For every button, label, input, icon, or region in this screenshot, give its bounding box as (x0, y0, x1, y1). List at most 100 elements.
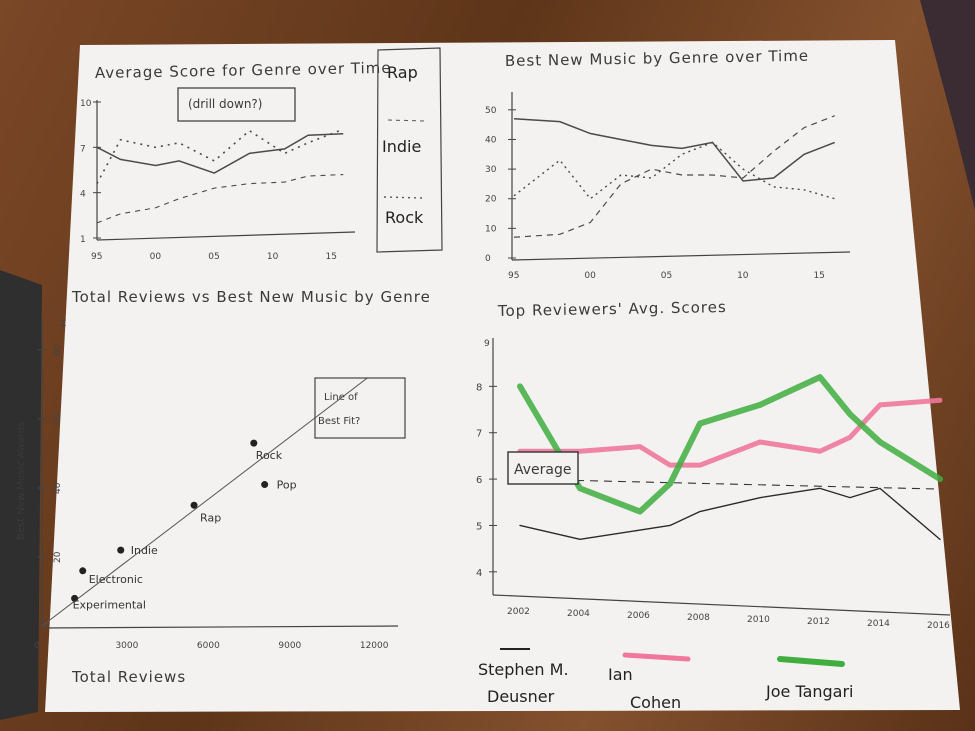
reviewers-average-dash (519, 478, 941, 490)
reviewers-xtick-label: 2012 (807, 617, 830, 627)
scatter-point-label: Rap (200, 511, 221, 524)
scatter-yticks: 20 40 60 80 (38, 344, 63, 563)
avg-score-line-rap[interactable] (96, 132, 344, 174)
avg-score-xtick-label: 05 (208, 252, 219, 262)
bnm-ytick-label: 40 (485, 135, 497, 145)
bnm-xtick-label: 10 (737, 271, 749, 281)
avg-score-chart: Average Score for Genre over Time (drill… (80, 47, 443, 262)
scatter-title: Total Reviews vs Best New Music by Genre (71, 288, 431, 306)
avg-score-ytick-label: 10 (80, 99, 92, 109)
legend-indie-swatch (387, 119, 426, 122)
avg-score-line-indie[interactable] (96, 173, 344, 224)
book-corner (920, 0, 975, 210)
bnm-xtick-label: 15 (813, 271, 824, 281)
reviewers-line-2[interactable] (517, 374, 943, 515)
scatter-ytick-label: 80 (53, 344, 63, 356)
scatter-ylabel: Best New Music Awards (16, 422, 27, 540)
average-label-box (507, 451, 579, 485)
reviewers-xtick-label: 2004 (567, 609, 590, 619)
reviewers-title: Top Reviewers' Avg. Scores (497, 298, 727, 320)
legend-rock[interactable]: Rock (385, 208, 424, 227)
reviewers-ytop: 9 (484, 339, 490, 349)
scatter-point-experimental[interactable] (71, 594, 79, 602)
scatter-ytick-label: 40 (53, 482, 63, 494)
avg-score-xtick-label: 15 (326, 252, 337, 262)
reviewers-line-1[interactable] (517, 397, 943, 468)
legend-cohen-line2[interactable]: Cohen (630, 693, 681, 712)
scatter-point-label: Pop (277, 479, 297, 492)
drill-down-button[interactable] (177, 87, 296, 122)
avg-score-xticks: 95 00 05 10 15 (91, 252, 337, 262)
reviewers-xtick-label: 2016 (927, 621, 950, 631)
bnm-xtick-label: 95 (508, 271, 519, 281)
legend-indie[interactable]: Indie (382, 137, 421, 156)
bnm-ytick-label: 20 (485, 195, 497, 205)
reviewers-xtick-label: 2010 (747, 615, 770, 625)
best-fit-annotation-line2: Best Fit? (318, 416, 360, 427)
legend-deusner-line1[interactable]: Stephen M. (478, 660, 569, 679)
scatter-point-label: Electronic (89, 573, 143, 586)
scatter-x-axis (41, 625, 399, 629)
scatter-point-electronic[interactable] (79, 567, 87, 575)
avg-score-title: Average Score for Genre over Time (95, 59, 392, 82)
average-label: Average (514, 462, 572, 478)
scatter-xtick-label: 12000 (360, 641, 389, 651)
legend-cohen-line1[interactable]: Ian (608, 665, 633, 684)
reviewers-xtick-label: 2014 (867, 619, 890, 629)
scatter-ytop: Z (60, 319, 66, 329)
reviewers-ytick-label: 5 (476, 521, 482, 532)
scatter-point-pop[interactable] (261, 481, 269, 489)
scatter-xtick-label: 9000 (278, 641, 301, 651)
bnm-x-axis (511, 251, 851, 261)
legend-rap[interactable]: Rap (387, 63, 418, 82)
avg-score-ytick-label: 4 (80, 190, 86, 200)
paper-sheet (45, 40, 960, 712)
scatter-point-indie[interactable] (117, 546, 125, 554)
best-fit-annotation-line1: Line of (324, 392, 358, 403)
scatter-xtick-label: 6000 (197, 641, 220, 651)
scatter-point-rap[interactable] (190, 501, 198, 509)
reviewers-xticks: 2002 2004 2006 2008 2010 2012 2014 2016 (507, 607, 950, 631)
reviewers-ytick-label: 7 (476, 429, 482, 440)
reviewers-xtick-label: 2002 (507, 607, 530, 617)
bnm-ytick-label: 0 (485, 254, 491, 264)
legend-deusner-line2[interactable]: Deusner (487, 687, 555, 706)
bnm-lines (513, 115, 835, 238)
bnm-line-2[interactable] (513, 141, 835, 200)
scatter-xtick-label: 0 (34, 641, 40, 651)
reviewers-lines (517, 374, 943, 541)
reviewers-yticks: 8 7 6 5 4 (476, 382, 497, 579)
avg-score-lines (96, 128, 344, 224)
bnm-ytick-label: 30 (485, 165, 497, 175)
scatter-ytick-label: 60 (53, 413, 63, 425)
bnm-ytick-label: 50 (485, 106, 497, 116)
avg-score-x-axis (96, 231, 356, 241)
bnm-line-1[interactable] (513, 115, 835, 238)
avg-score-xtick-label: 00 (150, 252, 162, 262)
reviewers-ytick-label: 4 (476, 568, 482, 579)
bnm-title: Best New Music by Genre over Time (505, 47, 809, 70)
reviewers-line-0[interactable] (519, 487, 941, 541)
legend-tangari-swatch (777, 656, 845, 667)
best-fit-annotation-box (314, 377, 406, 439)
scatter-xtick-label: 3000 (115, 641, 138, 651)
bnm-ytick-label: 10 (485, 224, 497, 234)
scatter-point-label: Experimental (73, 598, 146, 611)
reviewers-ytick-label: 6 (476, 475, 482, 486)
scatter-point-rock[interactable] (250, 439, 258, 447)
reviewers-ytick-label: 8 (476, 382, 482, 393)
avg-score-legend (376, 47, 443, 253)
avg-score-yticks: 10 7 4 1 (80, 99, 101, 245)
device-edge (0, 270, 42, 720)
bnm-xtick-label: 00 (584, 271, 596, 281)
legend-cohen-swatch (622, 652, 691, 662)
avg-score-ytick-label: 1 (80, 235, 86, 245)
scatter-fit-line-path (41, 377, 369, 627)
legend-tangari[interactable]: Joe Tangari (765, 682, 854, 701)
scatter-point-label: Rock (256, 449, 283, 462)
drill-down-label: (drill down?) (188, 97, 262, 111)
bnm-line-0[interactable] (513, 117, 835, 182)
avg-score-ytick-label: 7 (80, 144, 86, 154)
